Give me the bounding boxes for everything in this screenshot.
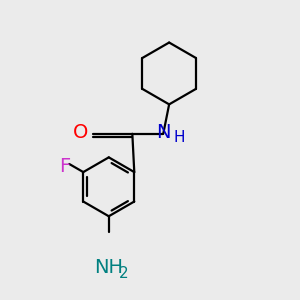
Text: NH: NH [94,258,123,277]
Text: 2: 2 [119,266,129,280]
Text: F: F [59,157,70,176]
Text: N: N [156,123,170,142]
Text: H: H [173,130,184,145]
Text: O: O [73,123,88,142]
